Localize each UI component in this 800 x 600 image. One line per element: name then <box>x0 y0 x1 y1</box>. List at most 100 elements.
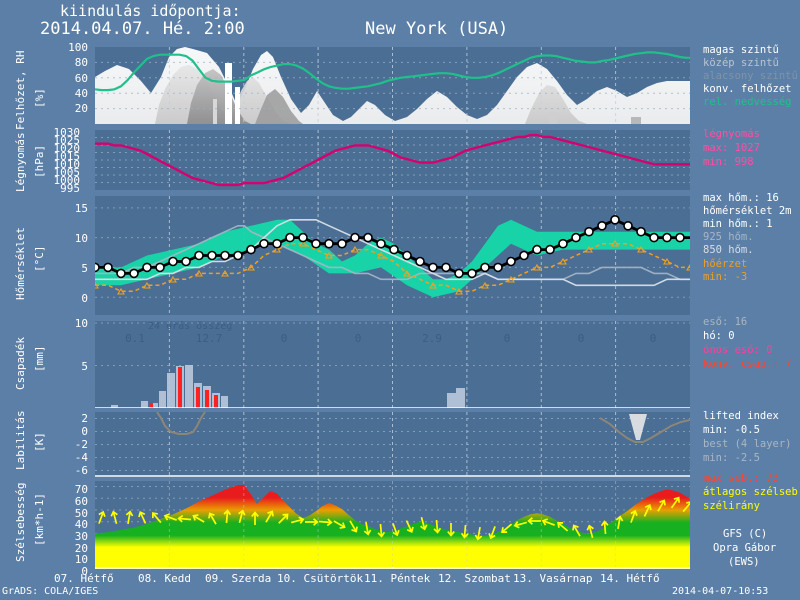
wind-chart <box>95 481 690 569</box>
cloud-ytick-100: 100 <box>68 41 88 54</box>
cloud-ytick-80: 80 <box>74 56 88 69</box>
credit-line-2: Opra Gábor <box>713 542 777 554</box>
legend-cloud-low: alacsony szintű <box>703 70 798 82</box>
pressure-ytick-1030: 1030 <box>53 126 81 139</box>
pressure-ylabel: Légnyomás <box>14 132 27 192</box>
legend-temp-feels-min: min: -3 <box>703 271 748 283</box>
wind-direction-arrows <box>98 496 690 541</box>
wind-ytick-70: 70 <box>74 483 88 496</box>
pressure-ytick-1015: 1015 <box>53 150 81 163</box>
legend-temp-925: 925 hőm. <box>703 231 754 243</box>
legend-temp-feels: hőérzet <box>703 258 748 270</box>
lability-ytick-m4: -4 <box>74 451 88 464</box>
panel-pressure <box>95 130 690 190</box>
pressure-ytick-1005: 1005 <box>53 166 81 179</box>
panel-wind <box>95 481 690 569</box>
lability-ytick-m2: -2 <box>74 438 88 451</box>
day-label-7: 14. Hétfő <box>600 572 660 585</box>
legend-cloud-high: magas szintű <box>703 44 779 56</box>
legend-pressure: légnyomás <box>703 128 760 140</box>
legend-lability-li: lifted index <box>703 410 779 422</box>
cloud-ytick-40: 40 <box>74 87 88 100</box>
pressure-ytick-1010: 1010 <box>53 158 81 171</box>
legend-pressure-max: max: 1027 <box>703 142 760 154</box>
temperature-ylabel: Hőmérséklet <box>14 227 27 300</box>
lability-ytick-m6: -6 <box>74 464 88 477</box>
precip-daily-5: 0 <box>503 332 511 345</box>
legend-precip-rain: eső: 16 <box>703 316 748 328</box>
credit-line-3: (EWS) <box>728 556 760 568</box>
precip-sum-label: 24 órás összeg <box>148 321 233 332</box>
wind-ytick-40: 40 <box>74 518 88 531</box>
cloud-ytick-60: 60 <box>74 72 88 85</box>
wind-ytick-50: 50 <box>74 507 88 520</box>
precip-ylabel: Csapadék <box>14 337 27 390</box>
precip-ytick-5: 5 <box>81 360 88 373</box>
legend-precip-conv: konv. csap.: 7 <box>703 358 792 370</box>
pressure-ytick-1020: 1020 <box>53 142 81 155</box>
grads-credit: GrADS: COLA/IGES <box>2 586 99 597</box>
wind-ylabel: Szélsebesség <box>14 482 27 562</box>
legend-lability-li-min: min: -0.5 <box>703 424 760 436</box>
panel-lability <box>95 412 690 477</box>
wind-ytick-60: 60 <box>74 495 88 508</box>
panel-temperature <box>95 196 690 315</box>
legend-cloud-mid: közép szintű <box>703 57 779 69</box>
precip-daily-7: 0 <box>649 332 657 345</box>
legend-precip-snow: hó: 0 <box>703 330 735 342</box>
day-label-1: 08. Kedd <box>138 572 191 585</box>
temperature-ytick-15: 15 <box>74 202 88 215</box>
precip-daily-4: 2.9 <box>422 332 442 345</box>
legend-wind-avg: átlagos szélseb. <box>703 486 800 498</box>
legend-temp-max: max hőm.: 16 <box>703 192 779 204</box>
cloud-chart <box>95 47 690 124</box>
temperature-ytick-5: 5 <box>81 262 88 275</box>
panel-precip <box>95 321 690 408</box>
wind-ytick-10: 10 <box>74 553 88 566</box>
precip-ytick-10: 10 <box>74 317 88 330</box>
cloud-ylabel: Felhőzet, RH <box>14 50 27 130</box>
precip-daily-2: 0 <box>280 332 288 345</box>
legend-lability-best-min: min: -2.5 <box>703 452 760 464</box>
legend-cloud-rh: rel. nedvesség <box>703 96 792 108</box>
precip-chart <box>95 321 690 408</box>
legend-wind-max: max seb.: 73 <box>703 472 779 484</box>
legend-cloud-conv: konv. felhőzet <box>703 83 792 95</box>
day-label-3: 10. Csütörtök <box>277 572 364 585</box>
temperature-ytick-0: 0 <box>81 292 88 305</box>
lability-ylabel: Labilitás <box>14 410 27 470</box>
location-title: New York (USA) <box>365 19 509 39</box>
legend-pressure-min: min: 998 <box>703 156 754 168</box>
lability-chart <box>95 412 690 477</box>
legend-precip-freezing: ónos eső: 0 <box>703 344 773 356</box>
pressure-chart <box>95 130 690 190</box>
precip-daily-3: 0 <box>354 332 362 345</box>
init-time-label: kiindulás időpontja: <box>60 2 241 20</box>
day-label-4: 11. Péntek <box>364 572 431 585</box>
day-label-0: 07. Hétfő <box>54 572 114 585</box>
legend-temp-850: 850 hőm. <box>703 244 754 256</box>
credit-line-1: GFS (C) <box>723 528 768 540</box>
pressure-ytick-1000: 1000 <box>53 174 81 187</box>
pressure-ytick-995: 995 <box>60 182 80 195</box>
lability-ytick-0: 0 <box>81 425 88 438</box>
precip-daily-1: 12.7 <box>195 332 223 345</box>
precip-daily-6: 0 <box>577 332 585 345</box>
temperature-chart <box>95 196 690 315</box>
wind-ytick-30: 30 <box>74 530 88 543</box>
day-label-6: 13. Vasárnap <box>513 572 593 585</box>
legend-temp-2m: hőmérséklet 2m <box>703 205 792 217</box>
day-label-2: 09. Szerda <box>205 572 272 585</box>
panel-cloud <box>95 47 690 124</box>
legend-lability-best: best (4 layer) <box>703 438 792 450</box>
day-label-5: 12. Szombat <box>438 572 511 585</box>
precip-daily-0: 0.1 <box>125 332 145 345</box>
temperature-ytick-10: 10 <box>74 232 88 245</box>
pressure-ytick-1025: 1025 <box>53 134 81 147</box>
init-time-value: 2014.04.07. Hé. 2:00 <box>40 19 245 39</box>
wind-ytick-20: 20 <box>74 542 88 555</box>
legend-temp-min: min hőm.: 1 <box>703 218 773 230</box>
legend-wind-dir: szélirány <box>703 500 760 512</box>
wind-ytick-0: 0 <box>81 565 88 578</box>
generation-timestamp: 2014-04-07-10:53 <box>672 586 769 597</box>
